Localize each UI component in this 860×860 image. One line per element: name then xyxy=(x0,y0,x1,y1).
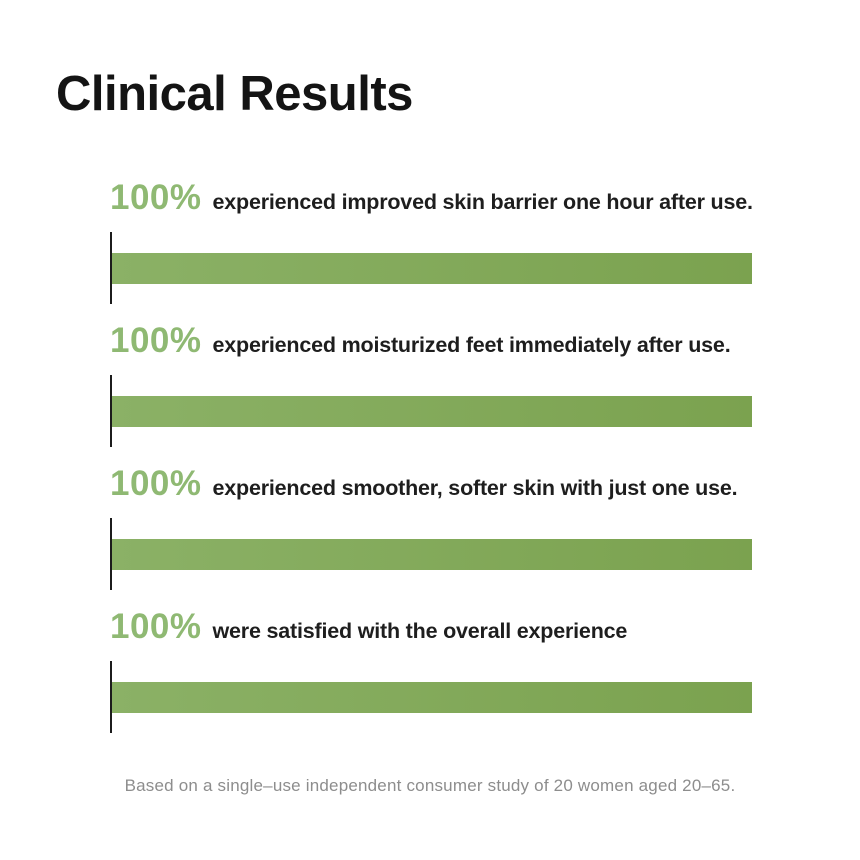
bar-track xyxy=(110,661,752,733)
chart-row: 100% were satisfied with the overall exp… xyxy=(110,607,752,733)
stat-statement: were satisfied with the overall experien… xyxy=(212,619,628,643)
stat-line: 100% experienced smoother, softer skin w… xyxy=(110,464,752,508)
bar-track xyxy=(110,375,752,447)
bar-100-percent xyxy=(112,253,752,284)
percent-value: 100% xyxy=(110,607,202,646)
percent-value: 100% xyxy=(110,321,202,360)
chart-row: 100% experienced smoother, softer skin w… xyxy=(110,464,752,590)
page-title: Clinical Results xyxy=(56,67,413,121)
axis-tick xyxy=(110,661,112,733)
bar-chart: 100% experienced improved skin barrier o… xyxy=(110,178,753,750)
axis-tick xyxy=(110,518,112,590)
percent-value: 100% xyxy=(110,178,202,217)
bar-100-percent xyxy=(112,682,752,713)
bar-track xyxy=(110,518,752,590)
chart-row: 100% experienced improved skin barrier o… xyxy=(110,178,753,304)
bar-track xyxy=(110,232,752,304)
percent-value: 100% xyxy=(110,464,202,503)
chart-row: 100% experienced moisturized feet immedi… xyxy=(110,321,752,447)
stat-line: 100% experienced moisturized feet immedi… xyxy=(110,321,752,365)
axis-tick xyxy=(110,375,112,447)
stat-statement: experienced smoother, softer skin with j… xyxy=(212,476,738,500)
study-footnote: Based on a single–use independent consum… xyxy=(124,776,736,795)
axis-tick xyxy=(110,232,112,304)
bar-100-percent xyxy=(112,396,752,427)
stat-statement: experienced moisturized feet immediately… xyxy=(212,333,731,357)
stat-statement: experienced improved skin barrier one ho… xyxy=(212,190,753,214)
stat-line: 100% were satisfied with the overall exp… xyxy=(110,607,752,651)
bar-100-percent xyxy=(112,539,752,570)
stat-line: 100% experienced improved skin barrier o… xyxy=(110,178,753,222)
